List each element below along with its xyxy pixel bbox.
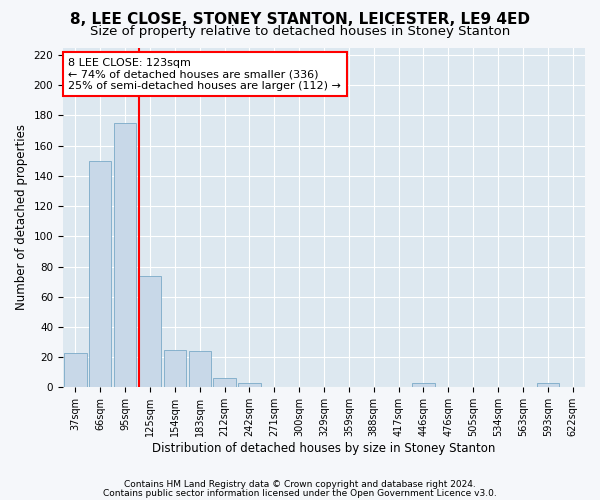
Y-axis label: Number of detached properties: Number of detached properties — [15, 124, 28, 310]
Bar — [412, 383, 434, 388]
Bar — [64, 352, 86, 388]
Text: 8, LEE CLOSE, STONEY STANTON, LEICESTER, LE9 4ED: 8, LEE CLOSE, STONEY STANTON, LEICESTER,… — [70, 12, 530, 28]
X-axis label: Distribution of detached houses by size in Stoney Stanton: Distribution of detached houses by size … — [152, 442, 496, 455]
Bar — [114, 123, 136, 388]
Text: Size of property relative to detached houses in Stoney Stanton: Size of property relative to detached ho… — [90, 25, 510, 38]
Text: Contains public sector information licensed under the Open Government Licence v3: Contains public sector information licen… — [103, 489, 497, 498]
Text: Contains HM Land Registry data © Crown copyright and database right 2024.: Contains HM Land Registry data © Crown c… — [124, 480, 476, 489]
Bar — [214, 378, 236, 388]
Text: 8 LEE CLOSE: 123sqm
← 74% of detached houses are smaller (336)
25% of semi-detac: 8 LEE CLOSE: 123sqm ← 74% of detached ho… — [68, 58, 341, 91]
Bar — [89, 161, 112, 388]
Bar — [536, 383, 559, 388]
Bar — [139, 276, 161, 388]
Bar — [238, 383, 260, 388]
Bar — [188, 351, 211, 388]
Bar — [164, 350, 186, 388]
